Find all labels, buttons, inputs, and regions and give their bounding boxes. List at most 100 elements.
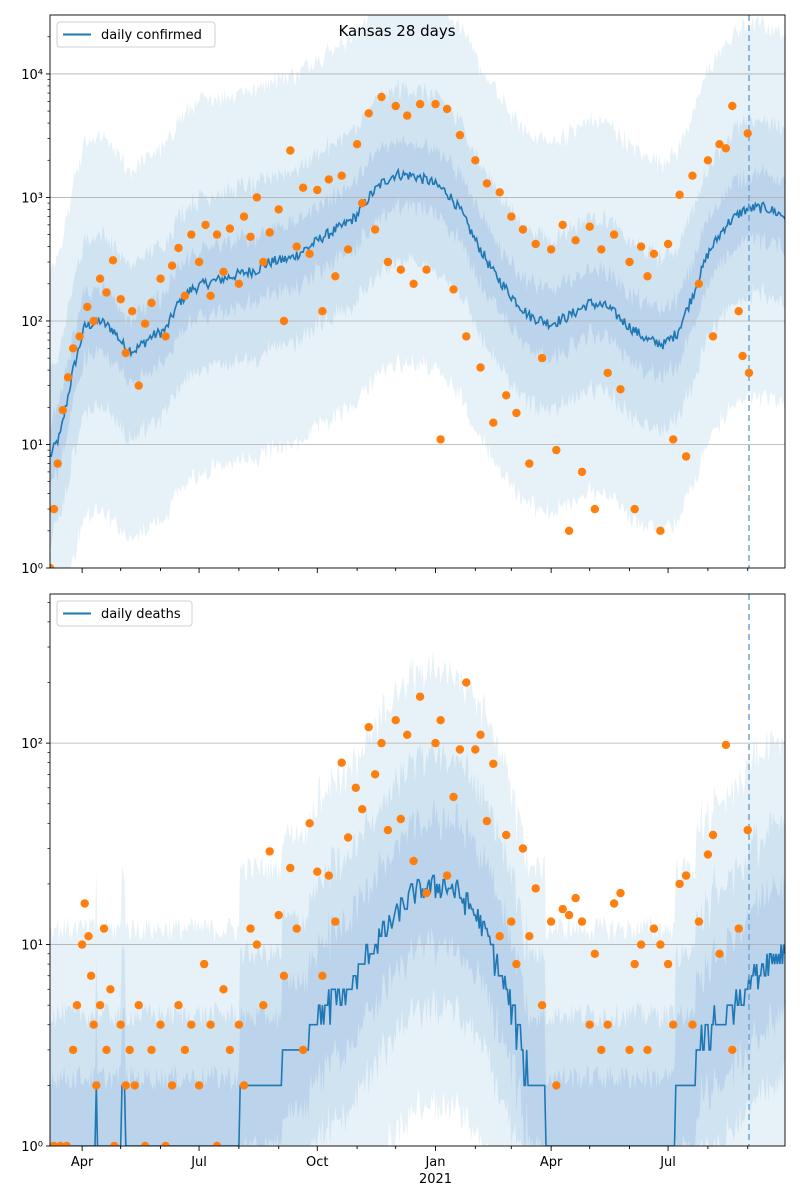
axes-frame — [49, 14, 786, 569]
data-point — [597, 245, 606, 254]
plot-area — [50, 594, 785, 1146]
data-point — [212, 230, 222, 239]
data-point — [502, 391, 511, 400]
data-point — [265, 847, 274, 856]
data-point — [265, 228, 274, 237]
data-point — [187, 230, 196, 239]
data-point — [56, 1141, 65, 1146]
data-point — [616, 888, 625, 898]
data-point — [58, 405, 67, 415]
data-point — [681, 452, 691, 461]
data-point — [125, 1045, 134, 1055]
data-point — [694, 917, 704, 926]
data-point — [187, 1020, 196, 1029]
data-point — [206, 291, 215, 300]
data-point — [352, 140, 362, 149]
data-point — [471, 745, 480, 754]
data-point — [75, 332, 84, 341]
data-point — [455, 130, 465, 140]
data-point — [734, 924, 743, 933]
data-point — [259, 257, 268, 267]
data-point — [246, 924, 255, 933]
data-point — [68, 344, 78, 353]
data-point — [89, 1020, 98, 1029]
x-tick-label: Jul — [190, 1155, 207, 1170]
data-point — [292, 924, 301, 933]
data-point — [68, 1045, 78, 1055]
data-point — [721, 740, 731, 750]
data-point — [200, 959, 209, 969]
data-point — [546, 917, 556, 926]
data-point — [77, 940, 87, 949]
data-point — [495, 932, 504, 941]
series-line-daily-deaths — [50, 874, 785, 1146]
y-tick-label: 10² — [21, 737, 43, 752]
data-point — [738, 351, 747, 361]
data-point — [313, 185, 322, 195]
data-point — [201, 220, 210, 230]
data-point — [476, 730, 485, 739]
data-point — [298, 183, 308, 192]
data-point — [603, 1020, 612, 1029]
data-point — [337, 758, 346, 767]
data-point — [324, 175, 333, 184]
data-point — [274, 205, 283, 214]
x-tick-label: Apr — [71, 1155, 94, 1170]
band-inner — [50, 798, 785, 1146]
data-point — [63, 373, 73, 382]
data-point — [436, 435, 445, 444]
data-point — [688, 171, 697, 180]
data-point — [246, 232, 255, 241]
data-point — [675, 190, 684, 199]
data-point — [194, 1081, 204, 1090]
data-point — [495, 188, 504, 197]
data-point — [744, 368, 754, 378]
data-point — [603, 368, 612, 378]
legend-label: daily deaths — [101, 607, 181, 622]
data-point — [305, 249, 314, 258]
data-point — [703, 850, 713, 859]
data-point — [585, 1020, 594, 1029]
data-point — [364, 109, 373, 118]
data-point — [167, 1081, 177, 1090]
plot-area — [50, 15, 785, 568]
data-point — [663, 239, 673, 249]
data-point — [708, 830, 718, 840]
data-point — [455, 745, 465, 754]
confirmed-panel: 10⁰ 10¹ 10² 10³ 10⁴ daily confirmed — [21, 14, 786, 577]
band-outer — [50, 15, 785, 568]
data-point — [462, 332, 471, 341]
data-point — [259, 1001, 268, 1010]
data-point — [252, 940, 262, 949]
data-point — [609, 899, 619, 908]
data-point — [609, 230, 619, 239]
data-point — [80, 899, 89, 908]
data-point — [274, 910, 283, 920]
x-tick-label: Jul — [659, 1155, 676, 1170]
data-point — [161, 1141, 170, 1146]
data-point — [571, 236, 580, 245]
data-point — [377, 92, 386, 102]
data-point — [728, 1045, 737, 1055]
data-point — [715, 140, 724, 149]
data-point — [180, 291, 190, 300]
data-point — [298, 1045, 308, 1055]
data-point — [531, 239, 540, 249]
data-point — [431, 99, 440, 109]
data-point — [358, 198, 367, 208]
data-point — [585, 222, 594, 231]
data-point — [53, 459, 62, 468]
data-point — [616, 385, 625, 394]
data-point — [318, 971, 327, 980]
data-point — [552, 445, 561, 455]
y-tick-label: 10⁴ — [21, 68, 43, 83]
data-point — [50, 563, 55, 568]
data-point — [391, 716, 400, 725]
data-point — [116, 1020, 125, 1029]
data-point — [636, 940, 646, 949]
data-point — [708, 332, 718, 341]
data-point — [95, 274, 105, 283]
data-point — [422, 265, 431, 274]
data-point — [675, 879, 684, 889]
